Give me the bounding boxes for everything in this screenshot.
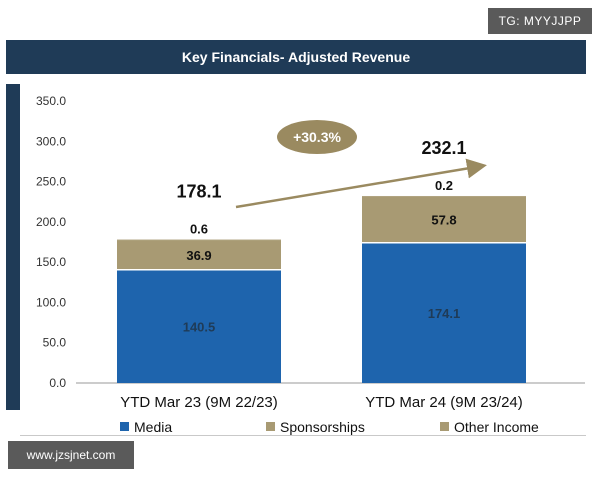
bar-sponsorships xyxy=(117,240,281,270)
y-tick-label: 350.0 xyxy=(36,94,66,108)
y-tick-label: 50.0 xyxy=(43,336,67,350)
label-other-income: 0.2 xyxy=(435,178,453,193)
x-category-label: YTD Mar 23 (9M 22/23) xyxy=(120,394,278,411)
y-tick-label: 250.0 xyxy=(36,175,66,189)
legend-swatch xyxy=(266,422,275,431)
legend-swatch xyxy=(120,422,129,431)
label-other-income: 0.6 xyxy=(190,222,208,237)
label-sponsorships: 36.9 xyxy=(186,248,211,263)
bar-sponsorships xyxy=(362,196,526,243)
legend-label: Sponsorships xyxy=(280,419,365,435)
watermark-bottom: www.jzsjnet.com xyxy=(8,441,134,469)
legend-label: Other Income xyxy=(454,419,539,435)
left-accent-bar xyxy=(6,84,20,410)
legend-label: Media xyxy=(134,419,172,435)
footer-rule xyxy=(20,435,586,436)
chart-title: Key Financials- Adjusted Revenue xyxy=(6,40,586,74)
y-tick-label: 150.0 xyxy=(36,255,66,269)
y-tick-label: 200.0 xyxy=(36,215,66,229)
total-label: 232.1 xyxy=(421,138,466,158)
watermark-top: TG: MYYJJPP xyxy=(488,8,592,34)
y-tick-label: 0.0 xyxy=(49,376,66,390)
label-media: 140.5 xyxy=(183,319,216,334)
y-tick-label: 100.0 xyxy=(36,295,66,309)
bar-media xyxy=(362,242,526,383)
legend-swatch xyxy=(440,422,449,431)
bar-media xyxy=(117,269,281,383)
growth-arrow xyxy=(235,158,487,209)
total-label: 178.1 xyxy=(176,182,221,202)
growth-badge xyxy=(277,120,357,154)
label-media: 174.1 xyxy=(428,306,461,321)
label-sponsorships: 57.8 xyxy=(431,212,456,227)
growth-label: +30.3% xyxy=(293,129,341,145)
y-tick-label: 300.0 xyxy=(36,134,66,148)
x-category-label: YTD Mar 24 (9M 23/24) xyxy=(365,394,523,411)
